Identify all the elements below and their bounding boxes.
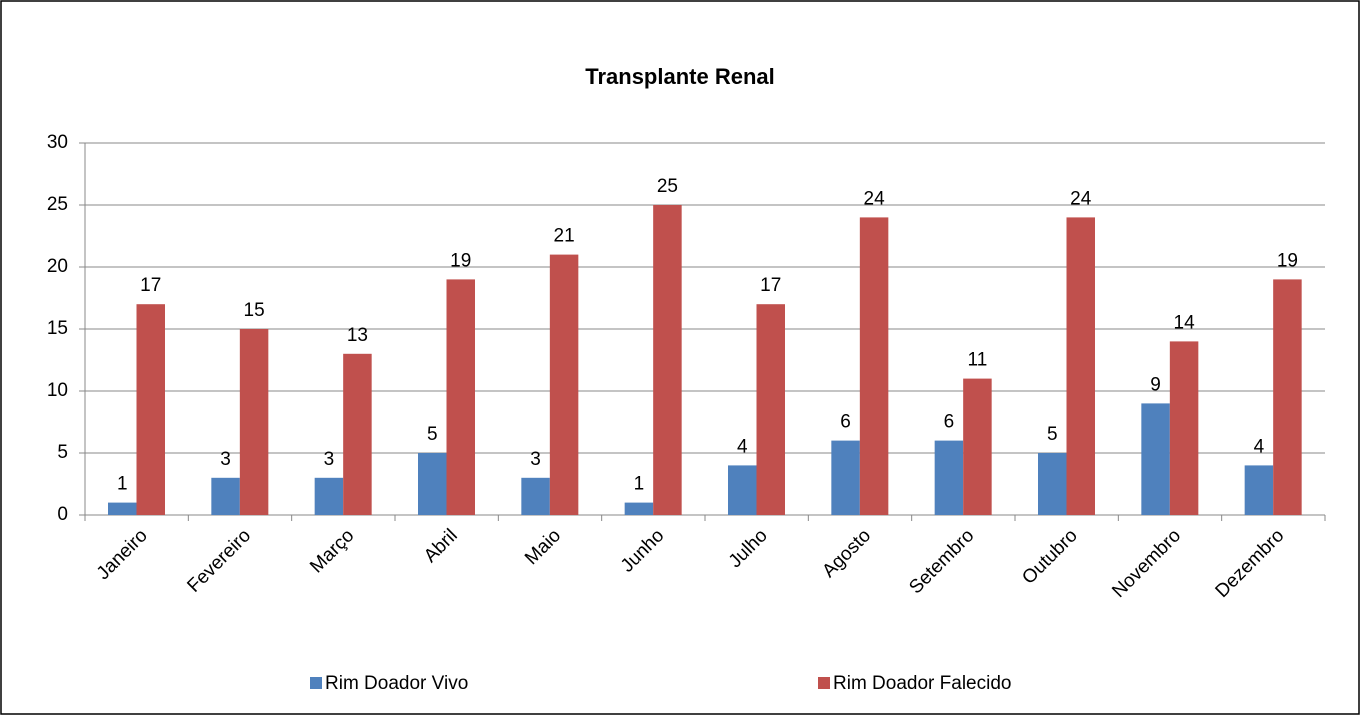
y-tick-label: 0 [57,504,68,525]
y-tick-label: 5 [57,442,68,463]
data-label: 13 [347,325,368,346]
data-label: 17 [760,275,781,296]
data-label: 21 [554,226,575,247]
bar [1141,403,1170,515]
data-label: 3 [324,449,335,470]
data-label: 6 [840,412,851,433]
legend-swatch [310,677,322,689]
y-tick-label: 15 [47,318,68,339]
bar [521,477,550,515]
bar [756,304,785,515]
bar [136,304,165,515]
data-label: 4 [737,436,748,457]
bar [1066,217,1095,515]
data-label: 17 [140,275,161,296]
data-label: 3 [220,449,231,470]
data-label: 6 [944,412,955,433]
data-label: 4 [1254,436,1265,457]
bar [859,217,889,515]
y-tick-label: 25 [47,194,68,215]
bar [418,453,447,515]
y-tick-label: 10 [47,380,68,401]
data-label: 24 [1070,188,1092,209]
data-label: 15 [244,300,265,321]
y-tick-label: 20 [47,256,68,277]
data-label: 14 [1174,312,1196,333]
bar [1038,453,1067,515]
data-label: 5 [427,424,438,445]
bar [549,254,579,515]
bar [1273,279,1302,515]
bar [831,440,860,515]
data-label: 25 [657,176,678,197]
data-label: 5 [1047,424,1058,445]
data-label: 9 [1150,374,1161,395]
bar [343,353,372,515]
chart-title: Transplante Renal [585,64,775,89]
bar [314,477,344,515]
bar [624,502,654,515]
bar [239,329,269,515]
bar [653,205,682,515]
data-label: 19 [450,250,471,271]
bar [728,465,757,515]
data-label: 19 [1277,250,1298,271]
bar [1169,341,1199,515]
bar [934,440,964,515]
bar [1244,465,1274,515]
data-label: 3 [530,449,541,470]
bar [108,502,137,515]
bar [211,477,240,515]
bar [963,378,992,515]
legend-swatch [818,677,830,689]
data-label: 1 [634,474,645,495]
data-label: 24 [864,188,886,209]
data-label: 1 [117,474,128,495]
legend-label: Rim Doador Vivo [325,673,468,694]
data-label: 11 [968,350,988,371]
y-tick-label: 30 [47,132,68,153]
bar [446,279,475,515]
legend-label: Rim Doador Falecido [833,673,1011,694]
